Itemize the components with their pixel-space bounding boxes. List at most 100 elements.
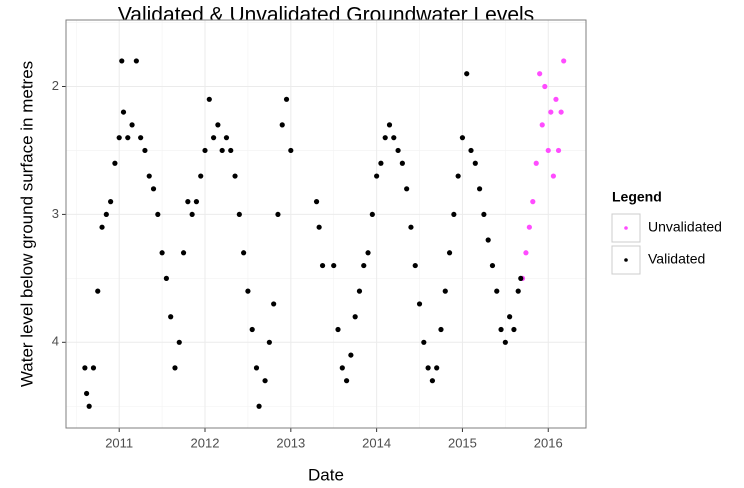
x-axis-label: Date xyxy=(308,465,344,484)
data-point xyxy=(408,224,414,230)
data-point xyxy=(189,211,195,218)
data-point xyxy=(256,403,262,409)
data-point xyxy=(142,147,148,154)
data-point xyxy=(399,160,405,166)
data-point xyxy=(558,109,564,115)
x-tick-label: 2012 xyxy=(191,435,220,450)
data-point xyxy=(555,147,562,154)
legend-marker xyxy=(624,226,628,230)
data-point xyxy=(146,173,152,179)
data-point xyxy=(241,250,247,256)
data-point xyxy=(133,58,139,64)
data-point xyxy=(176,339,182,345)
data-point xyxy=(378,160,384,166)
data-point xyxy=(331,262,337,269)
y-axis-label: Water level below ground surface in metr… xyxy=(17,61,36,387)
data-point xyxy=(374,173,380,179)
data-point xyxy=(545,147,551,154)
y-tick-label: 3 xyxy=(52,206,59,221)
data-point xyxy=(530,199,536,205)
legend-key xyxy=(611,245,641,275)
data-point xyxy=(391,135,397,141)
data-point xyxy=(120,109,127,115)
data-point xyxy=(253,365,260,371)
data-point xyxy=(198,173,204,179)
plot-border xyxy=(65,19,587,429)
data-point xyxy=(112,160,118,166)
data-point xyxy=(228,147,234,154)
data-point xyxy=(95,288,101,294)
data-point xyxy=(451,211,457,218)
data-point xyxy=(125,135,131,141)
data-point xyxy=(561,58,567,64)
legend-label: Validated xyxy=(648,251,705,267)
data-point xyxy=(99,224,105,230)
data-point xyxy=(537,71,543,77)
data-point xyxy=(416,301,423,307)
data-point xyxy=(219,147,225,154)
data-point xyxy=(172,365,178,371)
data-point xyxy=(348,352,354,358)
data-point xyxy=(288,147,294,154)
legend-key xyxy=(611,213,641,243)
x-tick-label: 2015 xyxy=(448,435,477,450)
x-tick-label: 2011 xyxy=(105,435,133,450)
data-point xyxy=(319,262,326,269)
data-point xyxy=(275,211,281,218)
data-point xyxy=(138,135,144,141)
data-point xyxy=(210,135,217,141)
y-tick-label: 4 xyxy=(52,334,59,349)
data-point xyxy=(434,365,440,371)
data-point xyxy=(533,160,539,166)
legend-marker xyxy=(624,258,628,262)
data-point xyxy=(472,160,478,166)
data-point xyxy=(395,147,401,154)
data-point xyxy=(523,250,529,256)
data-point xyxy=(159,250,165,256)
data-point xyxy=(481,211,487,218)
data-point xyxy=(236,211,242,218)
data-point xyxy=(271,301,277,307)
data-point xyxy=(518,275,524,281)
data-point xyxy=(82,365,88,371)
data-point xyxy=(365,250,371,256)
data-point xyxy=(352,314,358,320)
data-point xyxy=(262,378,268,384)
data-point xyxy=(511,326,517,333)
data-point xyxy=(168,314,174,320)
data-point xyxy=(382,135,388,141)
y-tick-label: 2 xyxy=(52,78,59,93)
legend-label: Unvalidated xyxy=(648,219,722,235)
data-point xyxy=(129,122,135,128)
data-point xyxy=(180,250,187,256)
data-point xyxy=(386,122,393,128)
legend-title: Legend xyxy=(612,189,662,205)
data-point xyxy=(83,390,90,397)
x-tick-label: 2016 xyxy=(534,435,563,450)
data-point xyxy=(539,122,545,128)
data-point xyxy=(425,365,431,371)
data-point xyxy=(498,326,504,333)
data-point xyxy=(515,288,521,294)
data-point xyxy=(507,314,513,320)
data-point xyxy=(412,262,418,269)
data-point xyxy=(103,211,109,218)
data-point xyxy=(489,262,496,269)
data-point xyxy=(526,224,532,230)
plot-panel xyxy=(66,20,586,428)
data-point xyxy=(283,96,290,102)
data-point xyxy=(464,71,470,77)
data-point xyxy=(155,211,161,218)
data-point xyxy=(455,173,461,179)
data-point xyxy=(116,135,122,141)
data-point xyxy=(343,378,350,384)
data-point xyxy=(429,378,436,384)
data-point xyxy=(446,250,453,256)
x-tick-label: 2014 xyxy=(362,435,391,450)
data-point xyxy=(90,365,97,371)
data-point xyxy=(553,96,559,102)
data-point xyxy=(163,275,169,281)
data-point xyxy=(356,288,363,294)
data-point xyxy=(193,199,200,205)
